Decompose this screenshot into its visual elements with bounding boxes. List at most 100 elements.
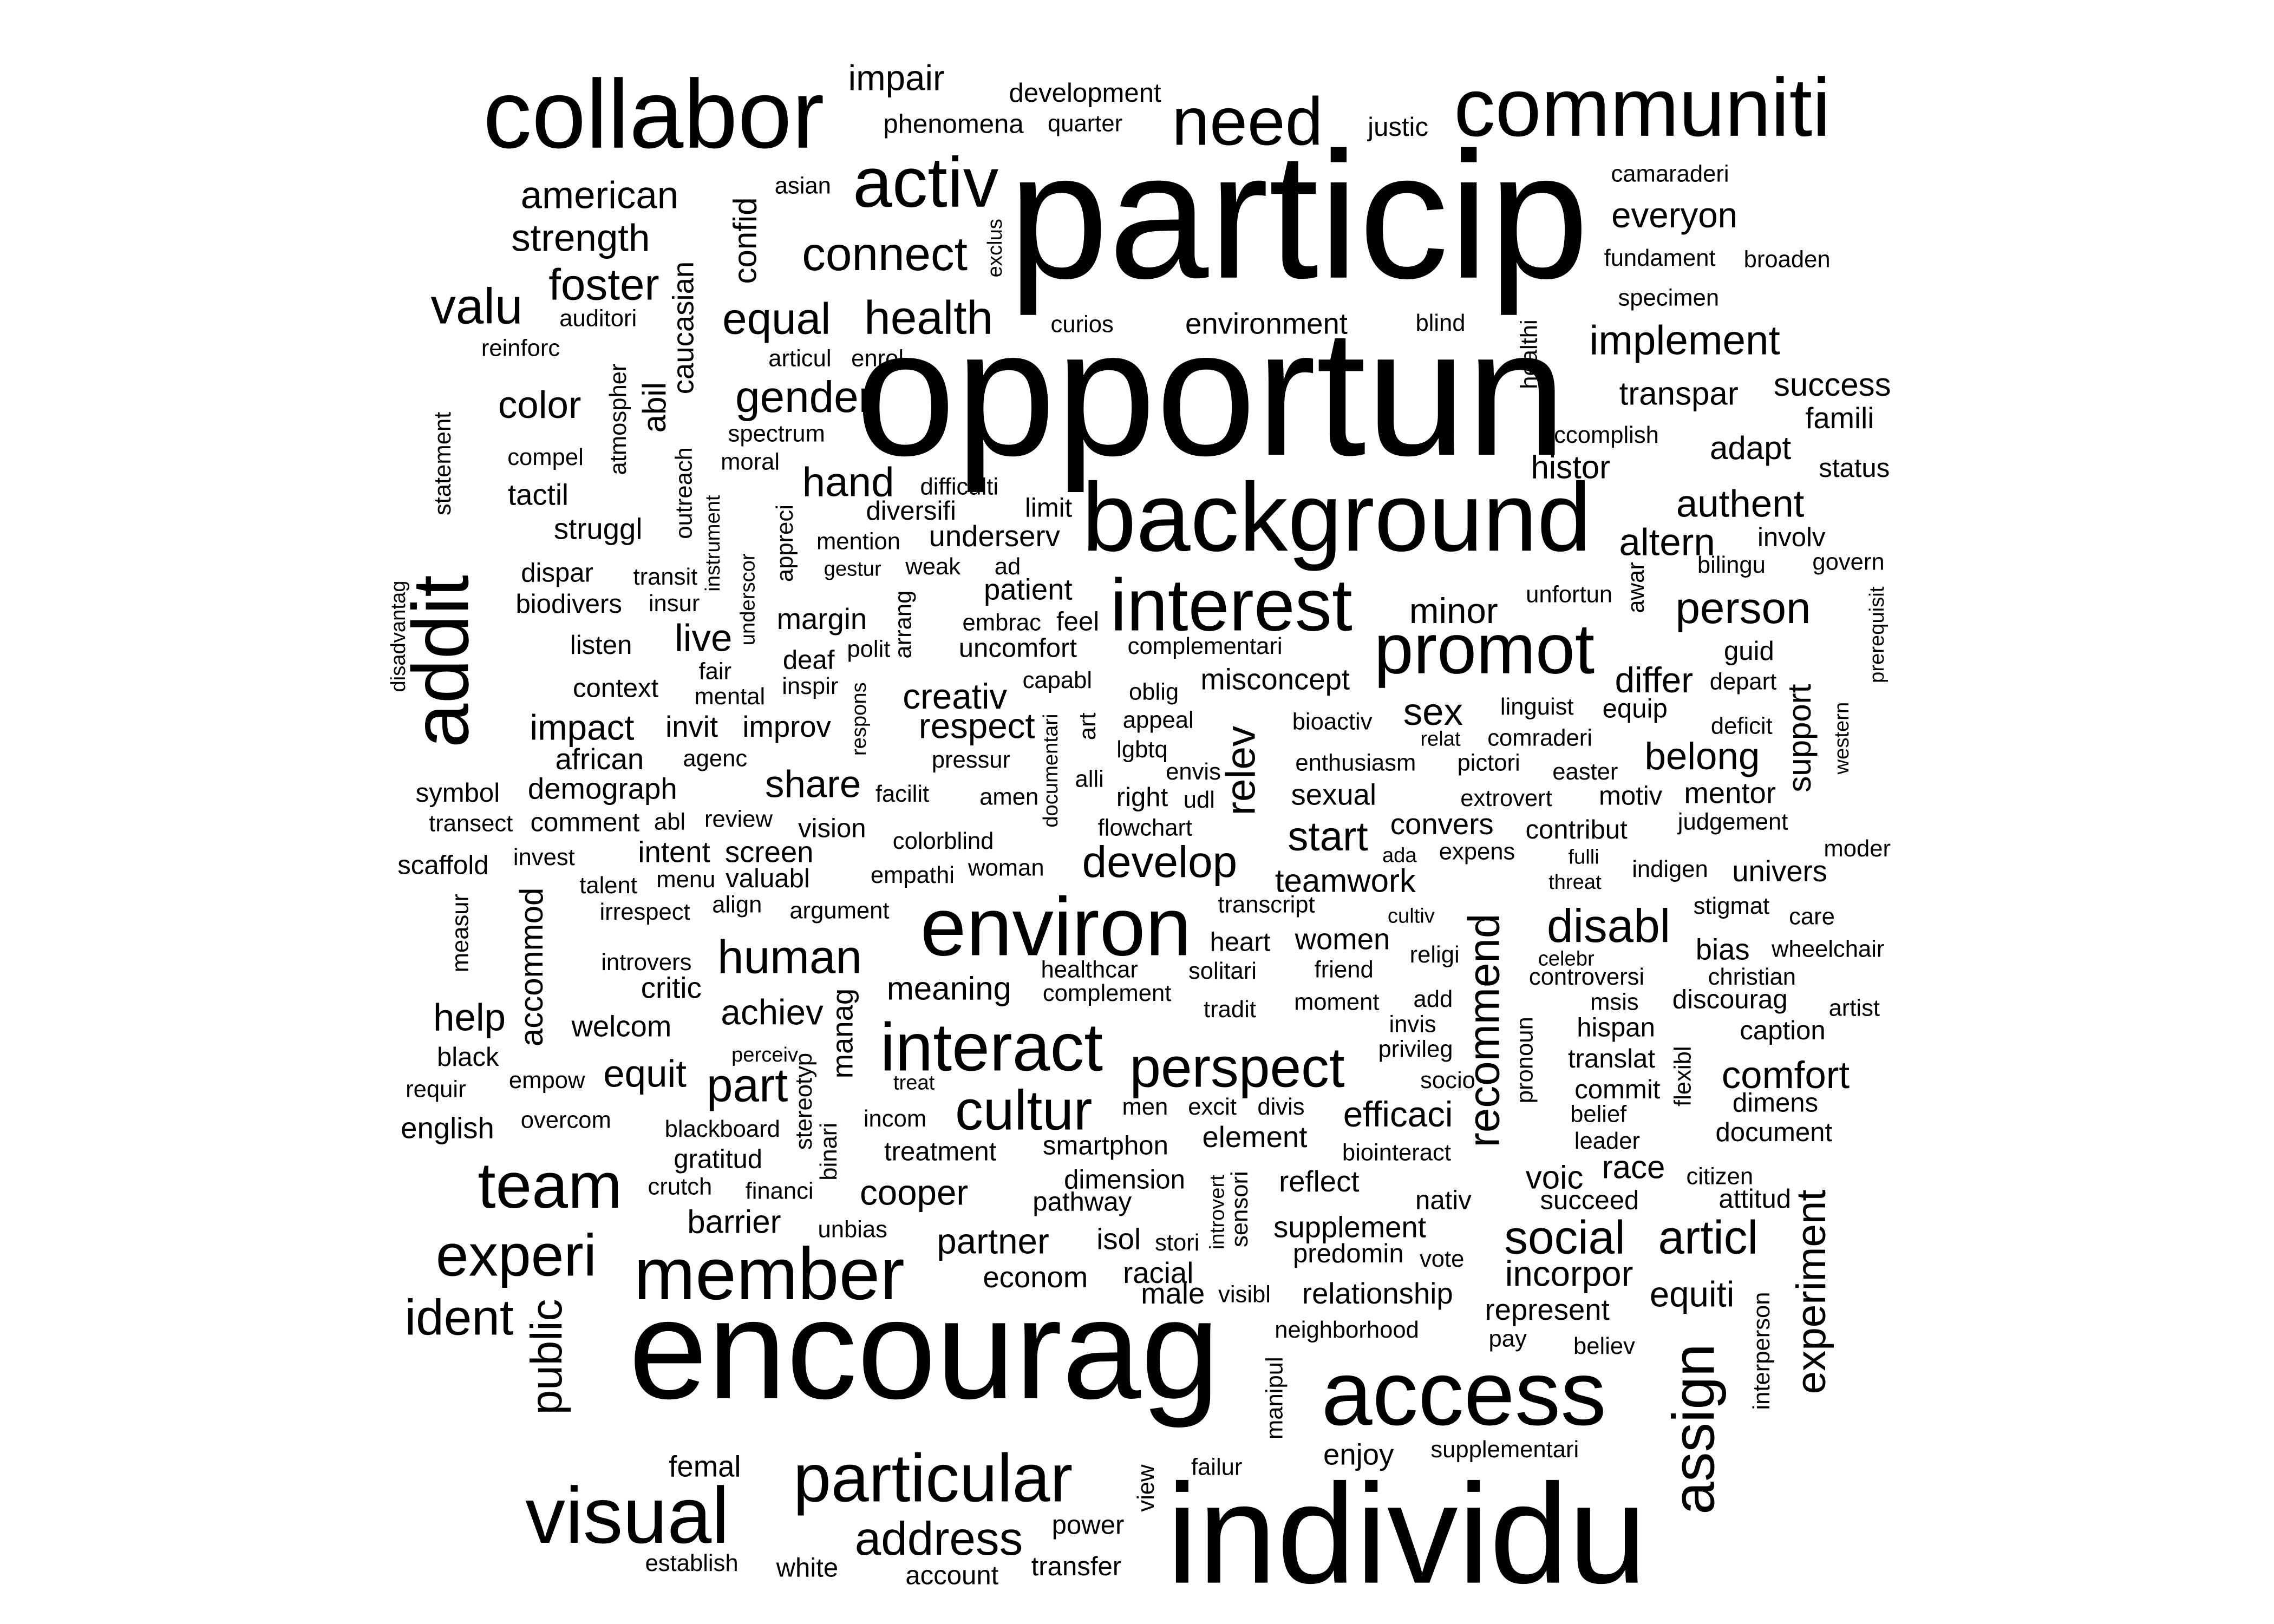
word-success: success xyxy=(1774,366,1891,403)
word-demograph: demograph xyxy=(528,772,677,806)
word-involv: involv xyxy=(1757,523,1826,552)
word-particip: particip xyxy=(1008,115,1589,317)
word-recommend: recommend xyxy=(1460,914,1509,1148)
word-male: male xyxy=(1141,1277,1205,1310)
word-struggl: struggl xyxy=(554,513,643,546)
word-start: start xyxy=(1288,814,1368,860)
word-member: member xyxy=(634,1233,905,1315)
word-capabl: capabl xyxy=(1023,667,1092,693)
word-gestur: gestur xyxy=(824,558,881,581)
word-addit: addit xyxy=(396,575,485,748)
word-arrang: arrang xyxy=(891,591,917,659)
word-valuabl: valuabl xyxy=(726,864,810,893)
word-instrument: instrument xyxy=(701,495,724,592)
word-critic: critic xyxy=(641,972,702,1005)
word-argument: argument xyxy=(789,898,889,924)
word-menu: menu xyxy=(656,867,715,893)
word-difficulti: difficulti xyxy=(920,474,999,500)
word-limit: limit xyxy=(1025,494,1073,523)
word-religi: religi xyxy=(1410,942,1460,968)
word-convers: convers xyxy=(1390,808,1494,841)
word-transcript: transcript xyxy=(1218,892,1315,918)
word-hand: hand xyxy=(802,459,894,505)
word-fair: fair xyxy=(699,659,732,685)
word-interact: interact xyxy=(880,1009,1103,1085)
word-need: need xyxy=(1172,83,1323,159)
word-establish: establish xyxy=(645,1550,739,1576)
word-english: english xyxy=(401,1112,494,1145)
word-sex: sex xyxy=(1403,691,1463,734)
word-team: team xyxy=(478,1149,622,1222)
word-univers: univers xyxy=(1732,855,1827,888)
word-requir: requir xyxy=(406,1076,466,1102)
word-woman: woman xyxy=(968,855,1044,881)
word-artist: artist xyxy=(1829,995,1880,1021)
word-incom: incom xyxy=(864,1106,926,1132)
word-pay: pay xyxy=(1489,1326,1527,1352)
word-flowchart: flowchart xyxy=(1098,815,1192,841)
word-screen: screen xyxy=(725,836,814,869)
word-articul: articul xyxy=(768,345,831,371)
word-person: person xyxy=(1675,584,1811,633)
word-citizen: citizen xyxy=(1687,1163,1754,1189)
word-pictori: pictori xyxy=(1457,750,1520,776)
word-perspect: perspect xyxy=(1129,1036,1345,1098)
word-accomplish: accomplish xyxy=(1541,422,1659,448)
word-phenomena: phenomena xyxy=(883,110,1024,139)
word-empow: empow xyxy=(509,1068,585,1093)
word-diversifi: diversifi xyxy=(866,496,956,526)
word-appreci: appreci xyxy=(772,505,798,582)
word-crutch: crutch xyxy=(648,1174,713,1200)
word-voic: voic xyxy=(1526,1160,1584,1196)
word-pronoun: pronoun xyxy=(1512,1017,1538,1103)
word-western: western xyxy=(1830,702,1853,775)
word-econom: econom xyxy=(983,1261,1088,1294)
word-right: right xyxy=(1116,783,1168,812)
word-help: help xyxy=(433,997,506,1039)
word-social: social xyxy=(1504,1211,1625,1264)
word-deaf: deaf xyxy=(783,646,835,675)
word-respons: respons xyxy=(847,682,871,756)
word-black: black xyxy=(437,1043,499,1072)
word-abl: abl xyxy=(654,809,685,835)
word-feel: feel xyxy=(1056,607,1099,637)
word-strength: strength xyxy=(511,217,650,260)
word-amen: amen xyxy=(979,784,1038,810)
word-encourag: encourag xyxy=(629,1271,1220,1429)
word-document: document xyxy=(1715,1118,1832,1147)
word-nativ: nativ xyxy=(1415,1186,1472,1215)
word-vote: vote xyxy=(1420,1246,1464,1272)
word-friend: friend xyxy=(1315,957,1374,983)
word-add: add xyxy=(1414,986,1453,1012)
word-unfortun: unfortun xyxy=(1526,582,1612,608)
word-expens: expens xyxy=(1439,839,1515,865)
word-supplement: supplement xyxy=(1273,1211,1426,1244)
word-complementari: complementari xyxy=(1128,633,1283,659)
word-context: context xyxy=(573,673,659,703)
word-femal: femal xyxy=(669,1450,741,1483)
word-isol: isol xyxy=(1096,1222,1141,1255)
word-address: address xyxy=(855,1512,1023,1565)
word-scaffold: scaffold xyxy=(397,851,488,880)
word-disadvantag: disadvantag xyxy=(387,581,410,692)
word-mental: mental xyxy=(694,684,765,710)
word-margin: margin xyxy=(777,603,867,636)
word-adapt: adapt xyxy=(1710,430,1791,466)
word-element: element xyxy=(1202,1121,1307,1154)
word-dimens: dimens xyxy=(1733,1089,1818,1118)
word-envis: envis xyxy=(1166,759,1221,785)
word-colorblind: colorblind xyxy=(893,828,994,854)
word-treat: treat xyxy=(893,1071,935,1095)
word-authent: authent xyxy=(1676,483,1805,526)
word-background: background xyxy=(1082,463,1591,572)
word-assign: assign xyxy=(1661,1344,1727,1514)
word-perceiv: perceiv xyxy=(731,1043,798,1066)
word-opportun: opportun xyxy=(855,292,1566,494)
word-underscor: underscor xyxy=(736,553,760,645)
word-govern: govern xyxy=(1812,549,1884,575)
word-judgement: judgement xyxy=(1677,809,1788,835)
word-cooper: cooper xyxy=(860,1173,968,1213)
word-talent: talent xyxy=(579,873,637,899)
word-belong: belong xyxy=(1644,735,1760,778)
word-welcom: welcom xyxy=(571,1010,672,1043)
